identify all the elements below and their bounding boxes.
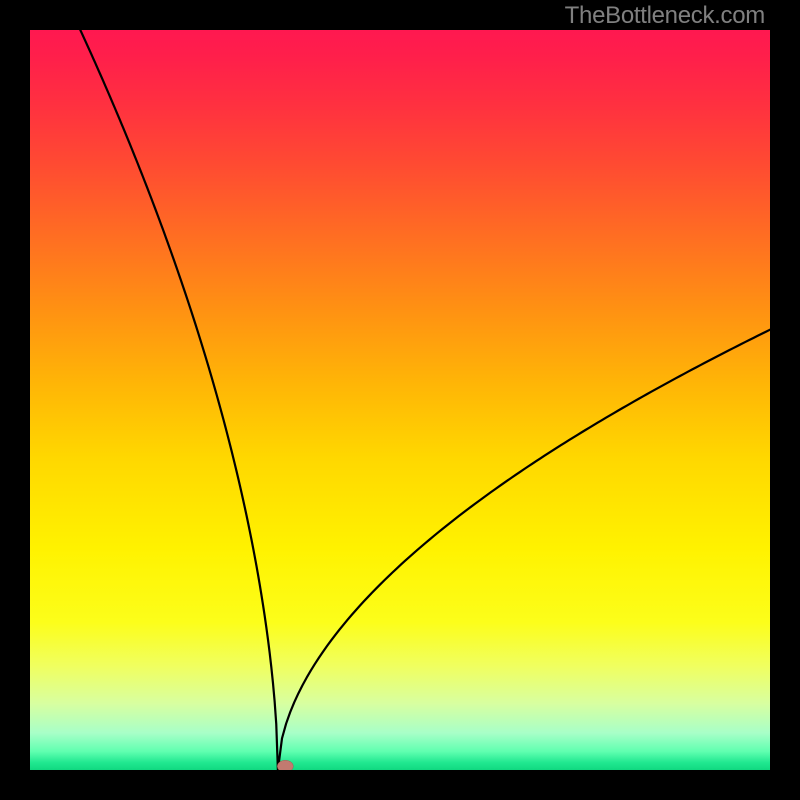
cusp-marker: [277, 760, 293, 770]
watermark-text: TheBottleneck.com: [565, 2, 765, 30]
gradient-background: [30, 30, 770, 770]
chart-frame: TheBottleneck.com: [0, 0, 800, 800]
chart-plot-area: [30, 30, 770, 770]
